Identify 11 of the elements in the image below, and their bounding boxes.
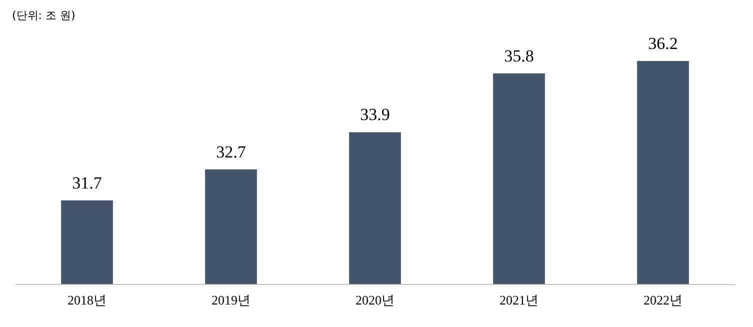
data-label: 31.7 bbox=[72, 173, 102, 192]
x-tick-label: 2021년 bbox=[500, 292, 538, 308]
x-tick-label: 2018년 bbox=[68, 292, 106, 308]
x-tick-label: 2020년 bbox=[356, 292, 394, 308]
data-label: 35.8 bbox=[504, 46, 534, 66]
x-tick-label: 2022년 bbox=[644, 292, 682, 308]
text: (단위: 조 원) bbox=[12, 8, 76, 23]
data-label: 32.7 bbox=[216, 142, 246, 162]
data-label: 36.2 bbox=[648, 34, 678, 53]
x-tick-label: 2019년 bbox=[212, 292, 250, 308]
data-label: 33.9 bbox=[360, 105, 390, 124]
